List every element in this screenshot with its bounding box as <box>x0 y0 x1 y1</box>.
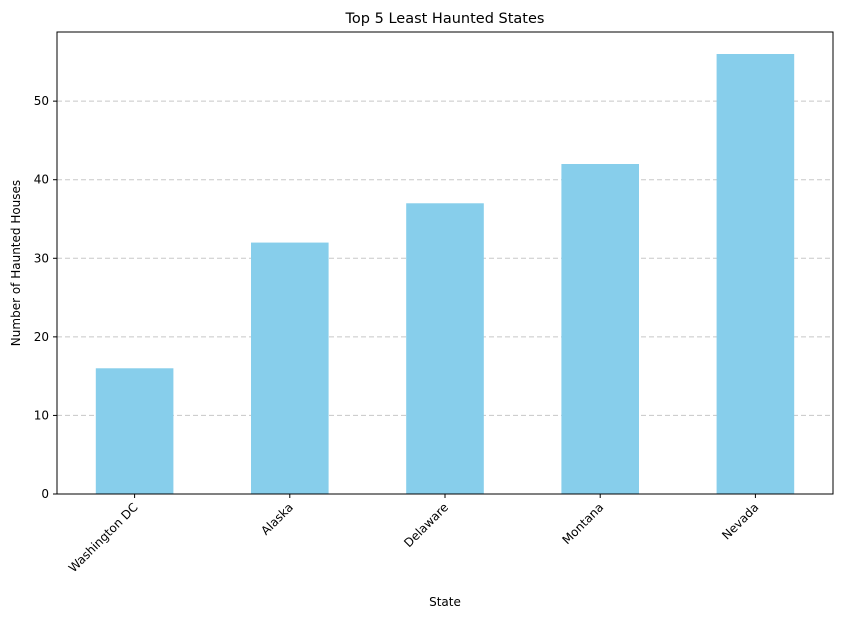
x-tick-label-washington-dc: Washington DC <box>66 500 141 575</box>
x-ticks: Washington DC Alaska Delaware Montana Nevada <box>66 494 762 575</box>
bar-washington-dc <box>95 368 174 494</box>
y-tick-label-20: 20 <box>34 330 49 344</box>
bar-montana <box>561 164 639 494</box>
x-tick-label-nevada: Nevada <box>719 500 761 542</box>
y-tick-label-10: 10 <box>34 408 49 422</box>
x-tick-label-delaware: Delaware <box>401 500 451 550</box>
x-tick-label-alaska: Alaska <box>258 500 296 538</box>
y-axis-label: Number of Haunted Houses <box>9 180 23 346</box>
y-tick-label-30: 30 <box>34 251 49 265</box>
bar-delaware <box>406 203 484 495</box>
y-tick-label-40: 40 <box>34 173 49 187</box>
chart-title: Top 5 Least Haunted States <box>345 11 545 27</box>
bar-alaska <box>251 242 329 494</box>
x-tick-label-montana: Montana <box>559 500 606 547</box>
bar-nevada <box>716 54 795 494</box>
bars <box>95 54 795 495</box>
y-tick-label-0: 0 <box>41 487 49 501</box>
y-tick-label-50: 50 <box>34 94 49 108</box>
x-axis-label: State <box>429 595 461 609</box>
y-ticks: 0 10 20 30 40 50 <box>34 94 57 501</box>
